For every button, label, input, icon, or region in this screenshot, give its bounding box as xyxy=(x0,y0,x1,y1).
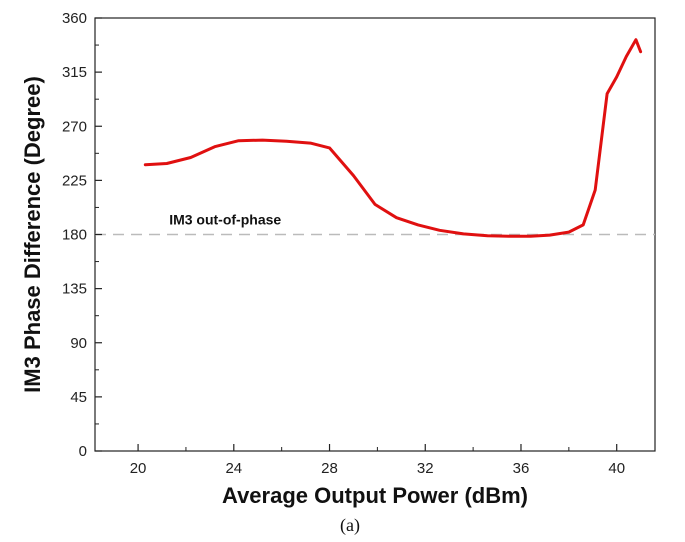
figure-caption: (a) xyxy=(340,515,360,536)
ticks-group: 0 45 90 135 180 225 270 315 360 20 24 28 32 36 40 xyxy=(62,10,625,477)
y-tick-label: 135 xyxy=(62,281,87,298)
y-tick-label: 270 xyxy=(62,118,87,135)
y-tick-label: 90 xyxy=(70,335,87,352)
y-tick-label: 360 xyxy=(62,10,87,27)
x-tick-label: 24 xyxy=(225,460,242,477)
y-tick-label: 0 xyxy=(79,443,87,460)
x-tick-label: 36 xyxy=(513,460,530,477)
y-tick-label: 315 xyxy=(62,64,87,81)
x-tick-label: 32 xyxy=(417,460,434,477)
series-group xyxy=(143,38,643,238)
y-tick-label: 180 xyxy=(62,227,87,244)
x-tick-label: 40 xyxy=(608,460,625,477)
y-tick-label: 45 xyxy=(70,389,87,406)
series-line xyxy=(143,38,643,238)
x-tick-label: 28 xyxy=(321,460,338,477)
y-tick-label: 225 xyxy=(62,172,87,189)
x-axis-title: Average Output Power (dBm) xyxy=(222,483,528,508)
reference-line-label: IM3 out-of-phase xyxy=(169,212,281,228)
y-axis-title: IM3 Phase Difference (Degree) xyxy=(20,76,45,393)
x-tick-label: 20 xyxy=(130,460,147,477)
